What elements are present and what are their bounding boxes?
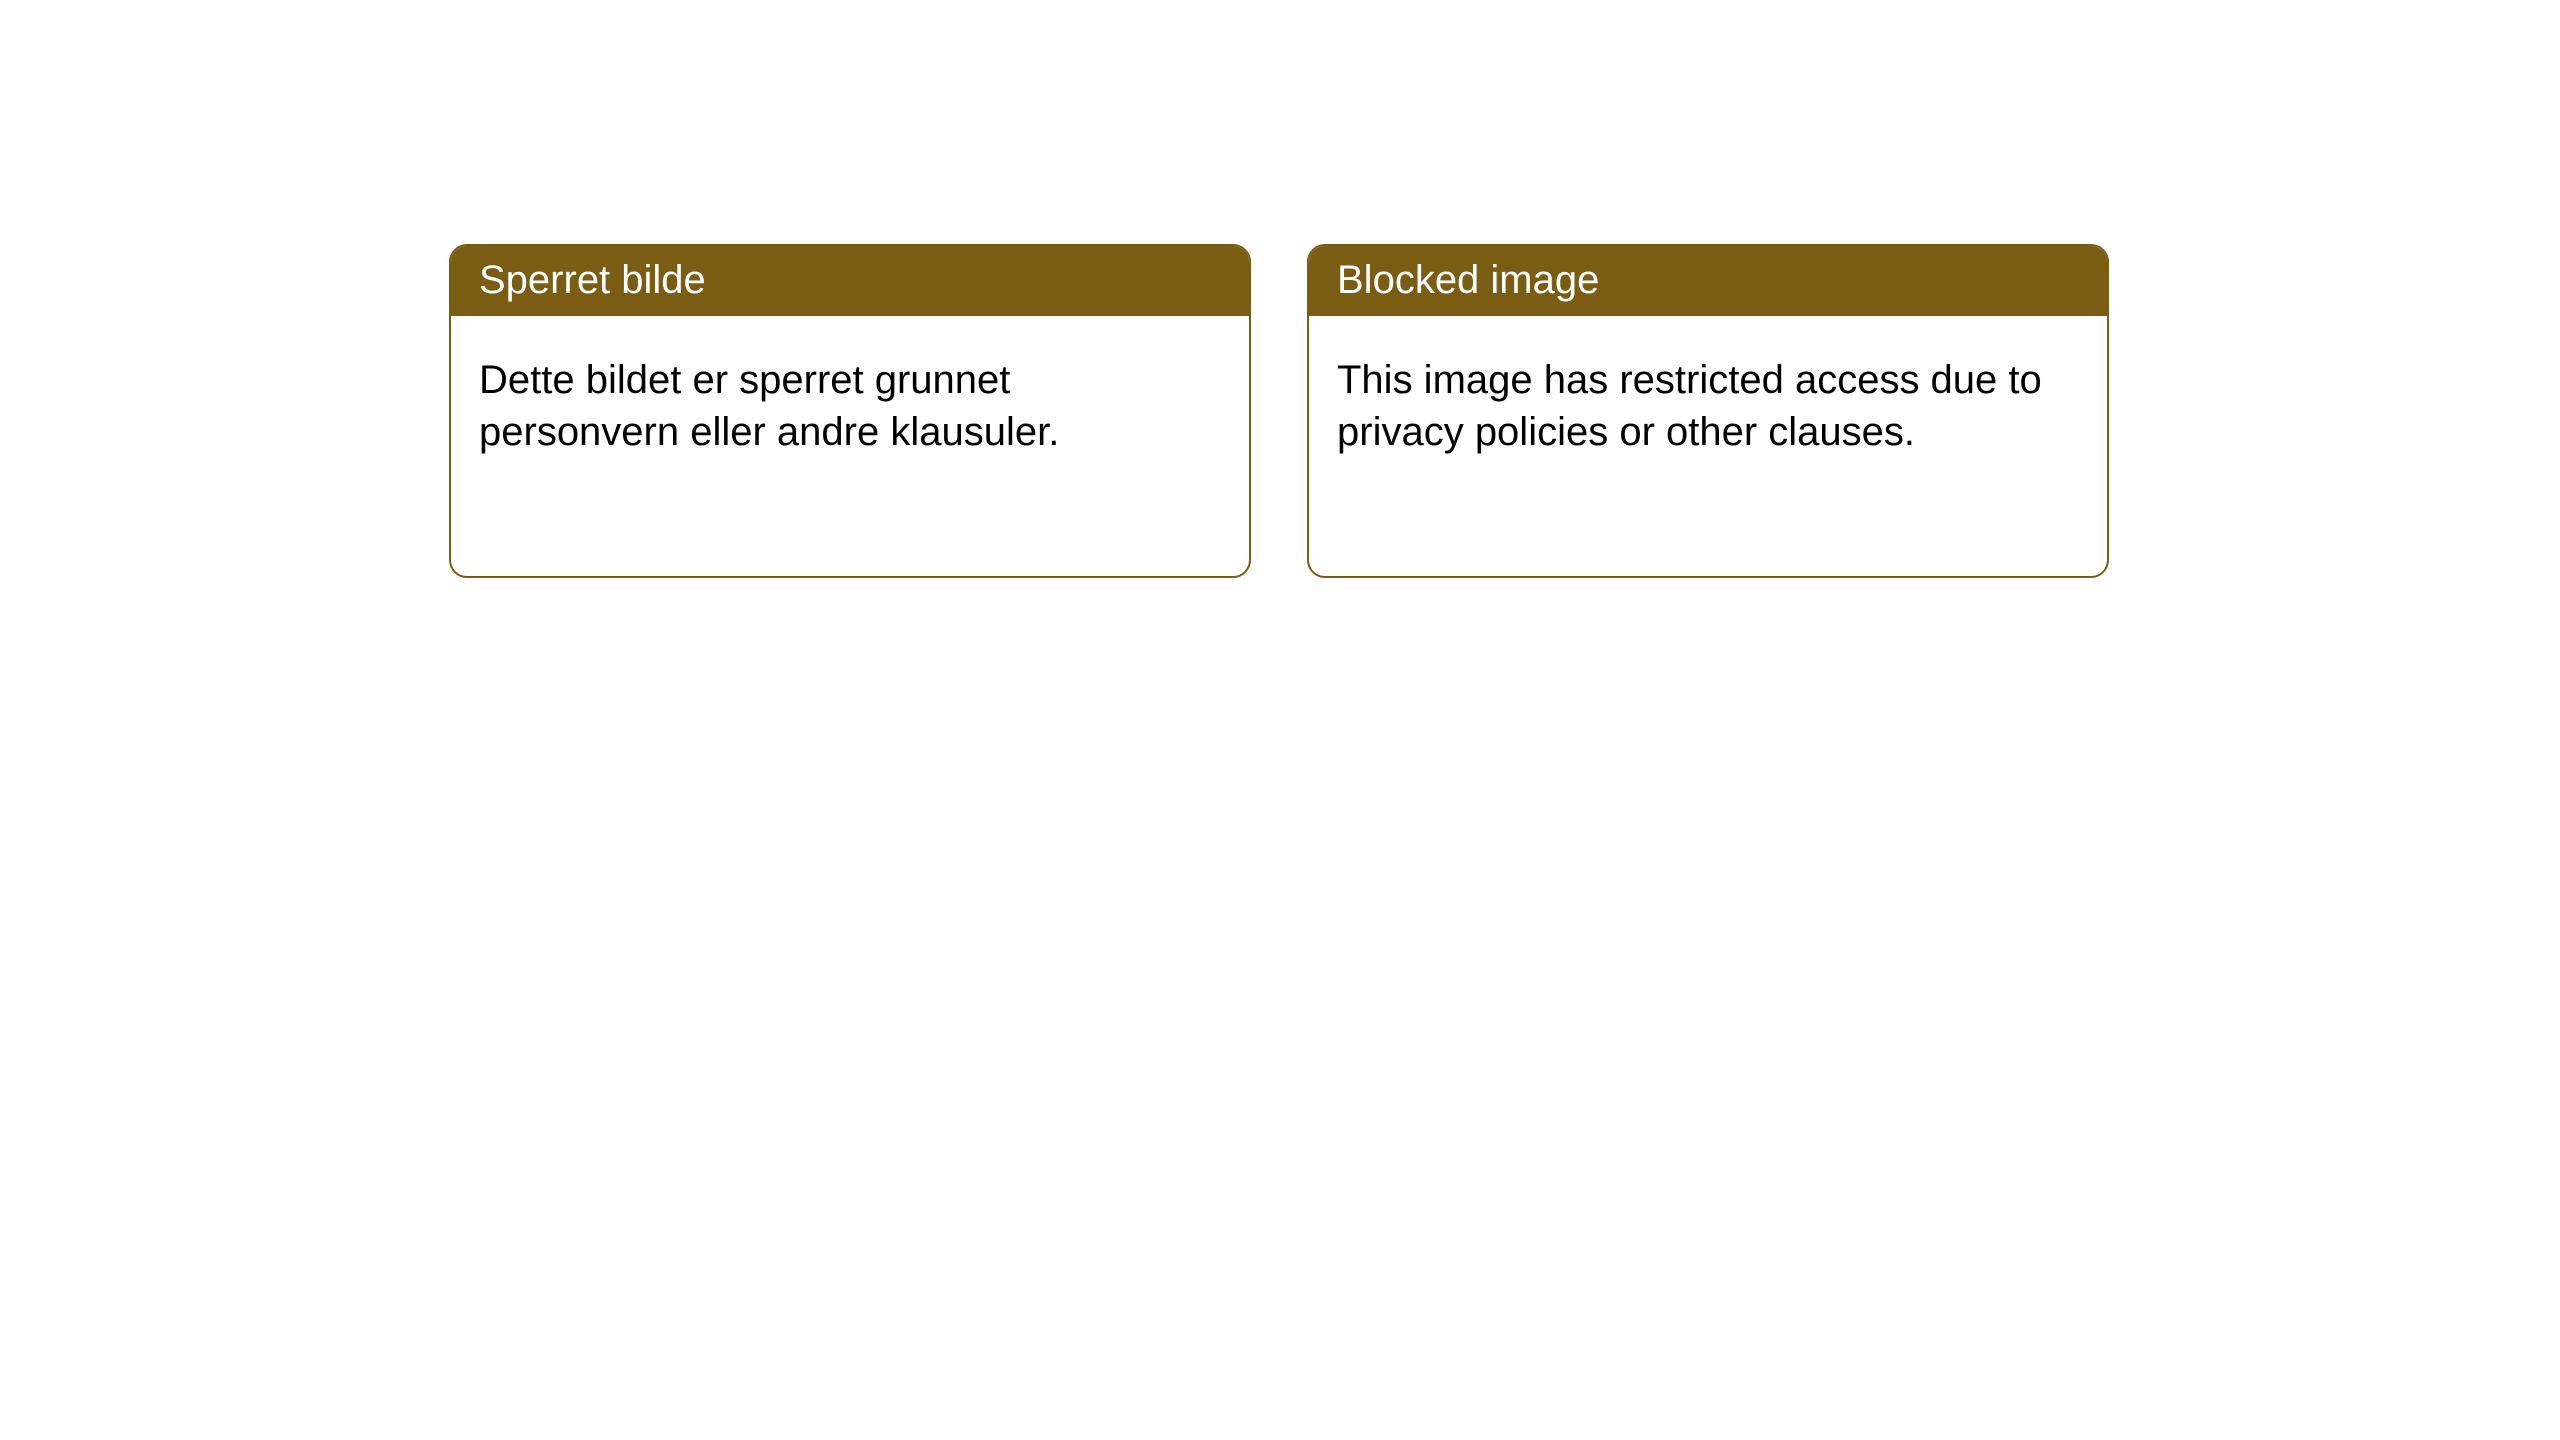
notice-title: Sperret bilde bbox=[479, 258, 706, 302]
notice-card-english: Blocked image This image has restricted … bbox=[1307, 244, 2109, 578]
notice-body: This image has restricted access due to … bbox=[1309, 316, 2107, 486]
notice-body-text: Dette bildet er sperret grunnet personve… bbox=[479, 358, 1059, 454]
notice-header: Blocked image bbox=[1309, 246, 2107, 316]
notice-body: Dette bildet er sperret grunnet personve… bbox=[451, 316, 1249, 486]
notice-header: Sperret bilde bbox=[451, 246, 1249, 316]
notice-container: Sperret bilde Dette bildet er sperret gr… bbox=[0, 0, 2560, 578]
notice-card-norwegian: Sperret bilde Dette bildet er sperret gr… bbox=[449, 244, 1251, 578]
notice-title: Blocked image bbox=[1337, 258, 1599, 302]
notice-body-text: This image has restricted access due to … bbox=[1337, 358, 2042, 454]
